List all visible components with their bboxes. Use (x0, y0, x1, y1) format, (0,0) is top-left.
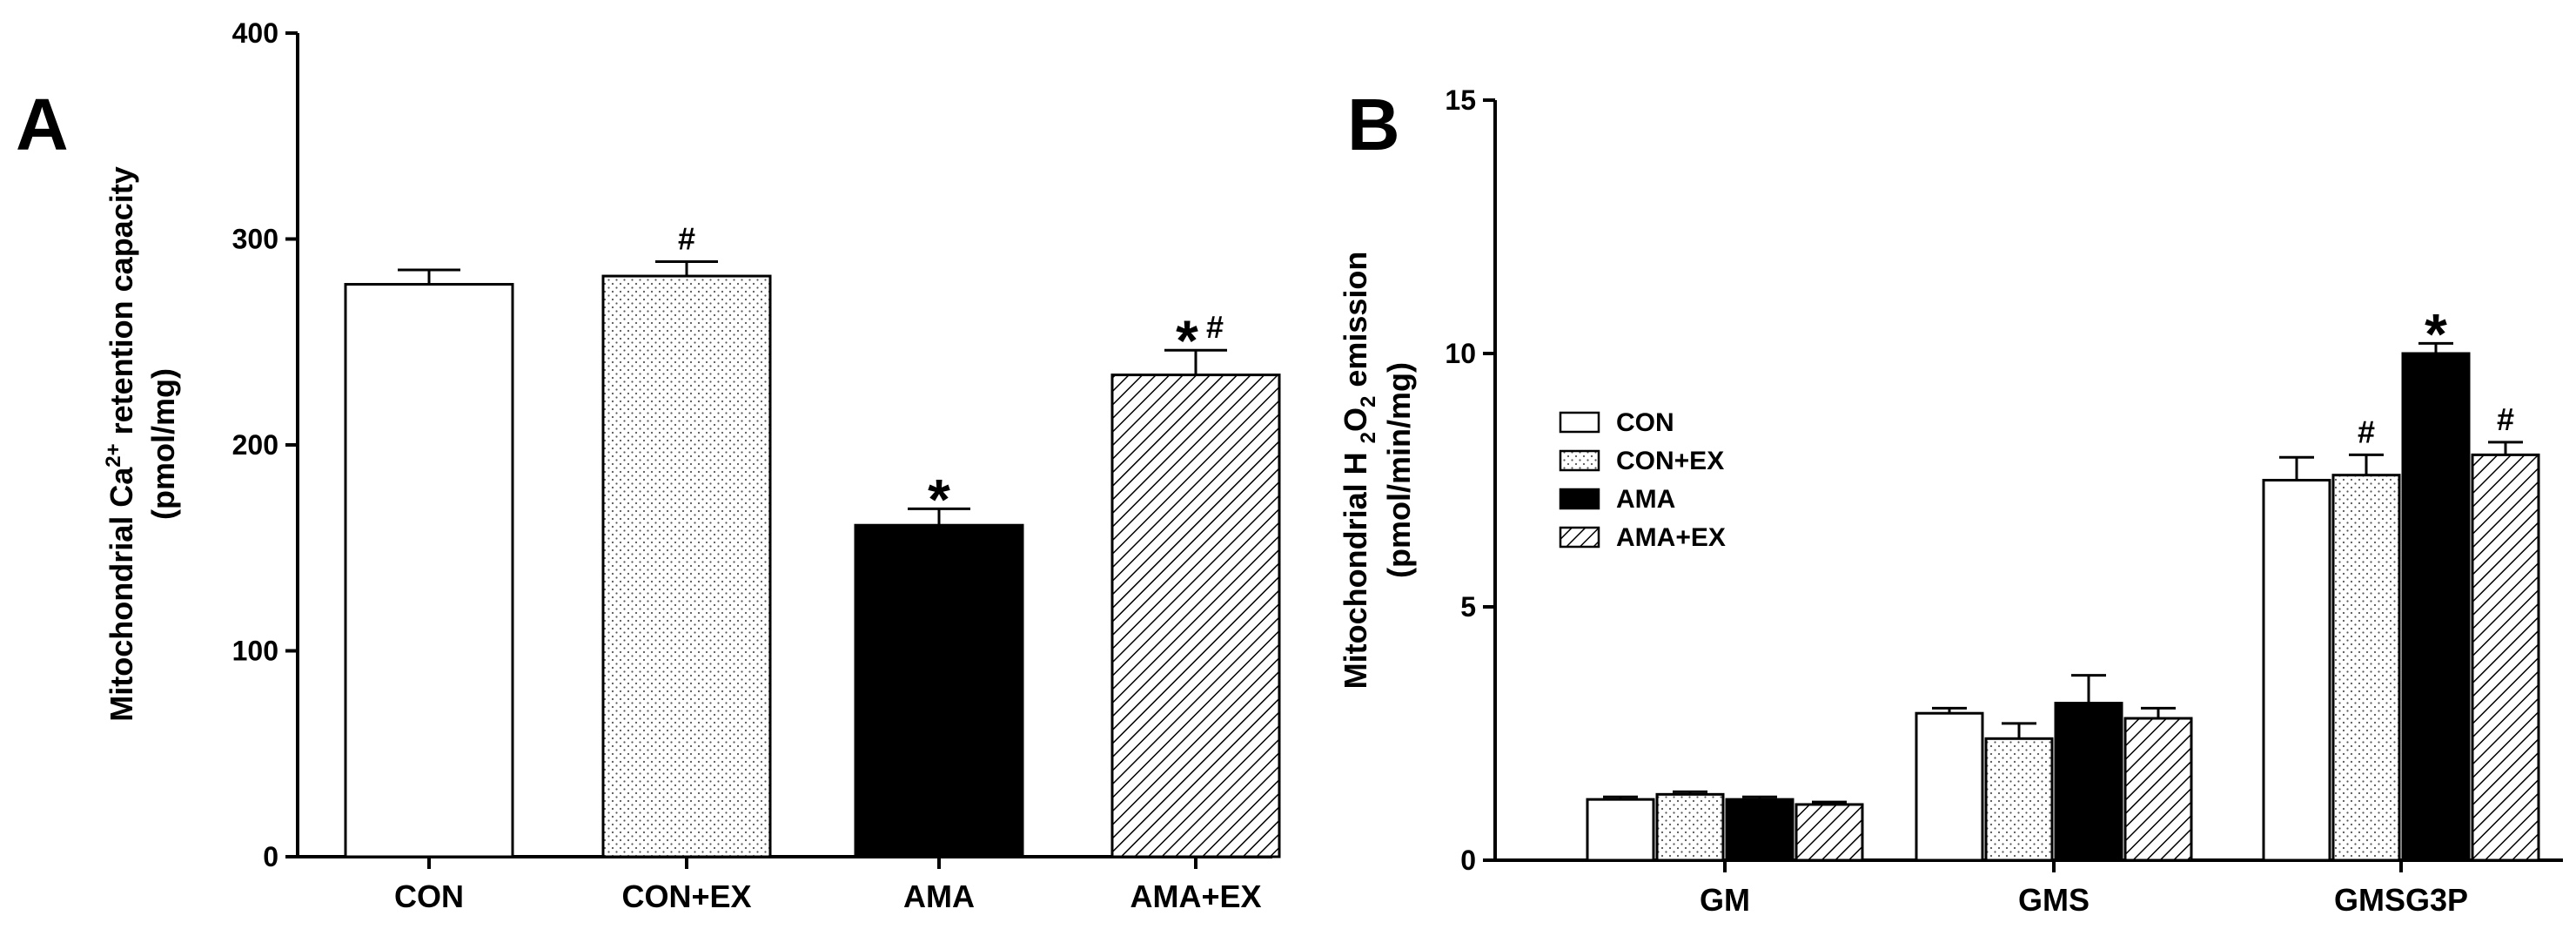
panel-a-annotation-hash: # (678, 221, 695, 257)
panel-b-legend-swatch (1559, 526, 1600, 549)
panel-b-annotation-hash: # (2358, 414, 2375, 449)
panel-a-bar (344, 283, 514, 858)
panel-a-y-tick-label: 0 (263, 841, 278, 872)
panel-a-bar (854, 523, 1024, 858)
panel-a-annotation-star: * (928, 467, 950, 531)
panel-a-y-axis-title-rest: retention capacity (104, 166, 139, 443)
panel-b-bar (1586, 798, 1655, 862)
panel-a-bar (601, 274, 772, 858)
panel-b-y-tick-label: 5 (1460, 591, 1476, 623)
panel-b-bar (1725, 798, 1794, 862)
panel-a-y-tick-label: 300 (232, 224, 278, 255)
panel-b-x-tick-label: GMS (2018, 882, 2090, 918)
panel-a-y-axis-unit: (pmol/mg) (145, 368, 181, 520)
panel-b-legend-label: AMA+EX (1616, 523, 1726, 552)
panel-b-y-tick-label: 0 (1460, 845, 1476, 876)
panel-b-x-tick-label: GMSG3P (2334, 882, 2468, 918)
panel-a-bars: #** # (344, 221, 1281, 858)
panel-b-bar (2331, 474, 2401, 862)
panel-b-bar (2401, 352, 2471, 862)
panel-b-bar (2054, 702, 2123, 862)
panel-b-annotation-hash: # (2497, 401, 2514, 437)
panel-a-annotation-star: * (1176, 308, 1198, 373)
panel-a-letter: A (16, 84, 69, 165)
panel-b-annotation-star: * (2425, 301, 2447, 366)
panel-b-legend-label: CON+EX (1616, 447, 1724, 475)
panel-a-y-tick-label: 400 (232, 17, 278, 49)
panel-b-x-tick-label: GM (1700, 882, 1750, 918)
panel-b-bar (1655, 792, 1725, 862)
panel-b-y-axis-title-rest: emission (1338, 252, 1373, 396)
panel-b-legend-label: CON (1616, 408, 1674, 437)
panel-b-legend-label: AMA (1616, 485, 1675, 514)
panel-b-y-axis-title-sub2: 2 (1357, 396, 1380, 407)
panel-b-y-axis-title-sub1: 2 (1357, 432, 1380, 443)
panel-a-x-tick-label: AMA+EX (1130, 879, 1261, 914)
panel-b-bar (2262, 479, 2331, 862)
panel-b-bar (2471, 453, 2540, 862)
panel-b-bar (1915, 711, 1984, 862)
svg-text:Mitochondrial H 2O2 emission: Mitochondrial H 2O2 emission (1338, 252, 1380, 690)
panel-b-legend-swatch (1559, 488, 1600, 510)
svg-text:Mitochondrial Ca2+ retention c: Mitochondrial Ca2+ retention capacity (102, 166, 139, 721)
panel-b-y-axis-unit: (pmol/min/mg) (1381, 362, 1417, 578)
panel-a: A Mitochondrial Ca2+ retention capacity … (16, 17, 1281, 914)
panel-a-y-axis-title: Mitochondrial Ca2+ retention capacity (p… (102, 166, 181, 721)
panel-b-y-tick-label: 15 (1445, 84, 1476, 116)
panel-b-legend: CON CON+EX AMA AMA+EX (1559, 408, 1726, 552)
panel-a-x-tick-label: CON+EX (621, 879, 751, 914)
panel-a-y-tick-label: 100 (232, 636, 278, 667)
panel-a-y-axis-title-main: Mitochondrial Ca (104, 467, 139, 722)
panel-b-legend-swatch (1559, 411, 1600, 434)
panel-b: B Mitochondrial H 2O2 emission (pmol/min… (1338, 84, 2563, 918)
panel-a-x-tick-label: AMA (903, 879, 975, 914)
panel-b-bar (1984, 737, 2054, 862)
panel-b-bar (2123, 717, 2193, 862)
panel-b-y-axis-title-a: Mitochondrial H (1338, 443, 1373, 689)
panel-b-bars: # * # (1586, 301, 2540, 862)
panel-b-bar (1794, 803, 1864, 862)
panel-b-y-tick-label: 10 (1445, 338, 1476, 369)
panel-b-legend-swatch (1559, 449, 1600, 472)
panel-a-y-tick-label: 200 (232, 429, 278, 461)
panel-b-letter: B (1347, 84, 1400, 165)
panel-a-x-tick-label: CON (394, 879, 464, 914)
panel-a-y-axis-title-superscript: 2+ (102, 443, 125, 467)
panel-b-y-axis-title-o: O (1338, 407, 1373, 432)
panel-a-annotation-hash: # (1206, 309, 1224, 345)
panel-a-bar (1110, 374, 1281, 858)
panel-b-y-axis-title: Mitochondrial H 2O2 emission (pmol/min/m… (1338, 252, 1417, 690)
